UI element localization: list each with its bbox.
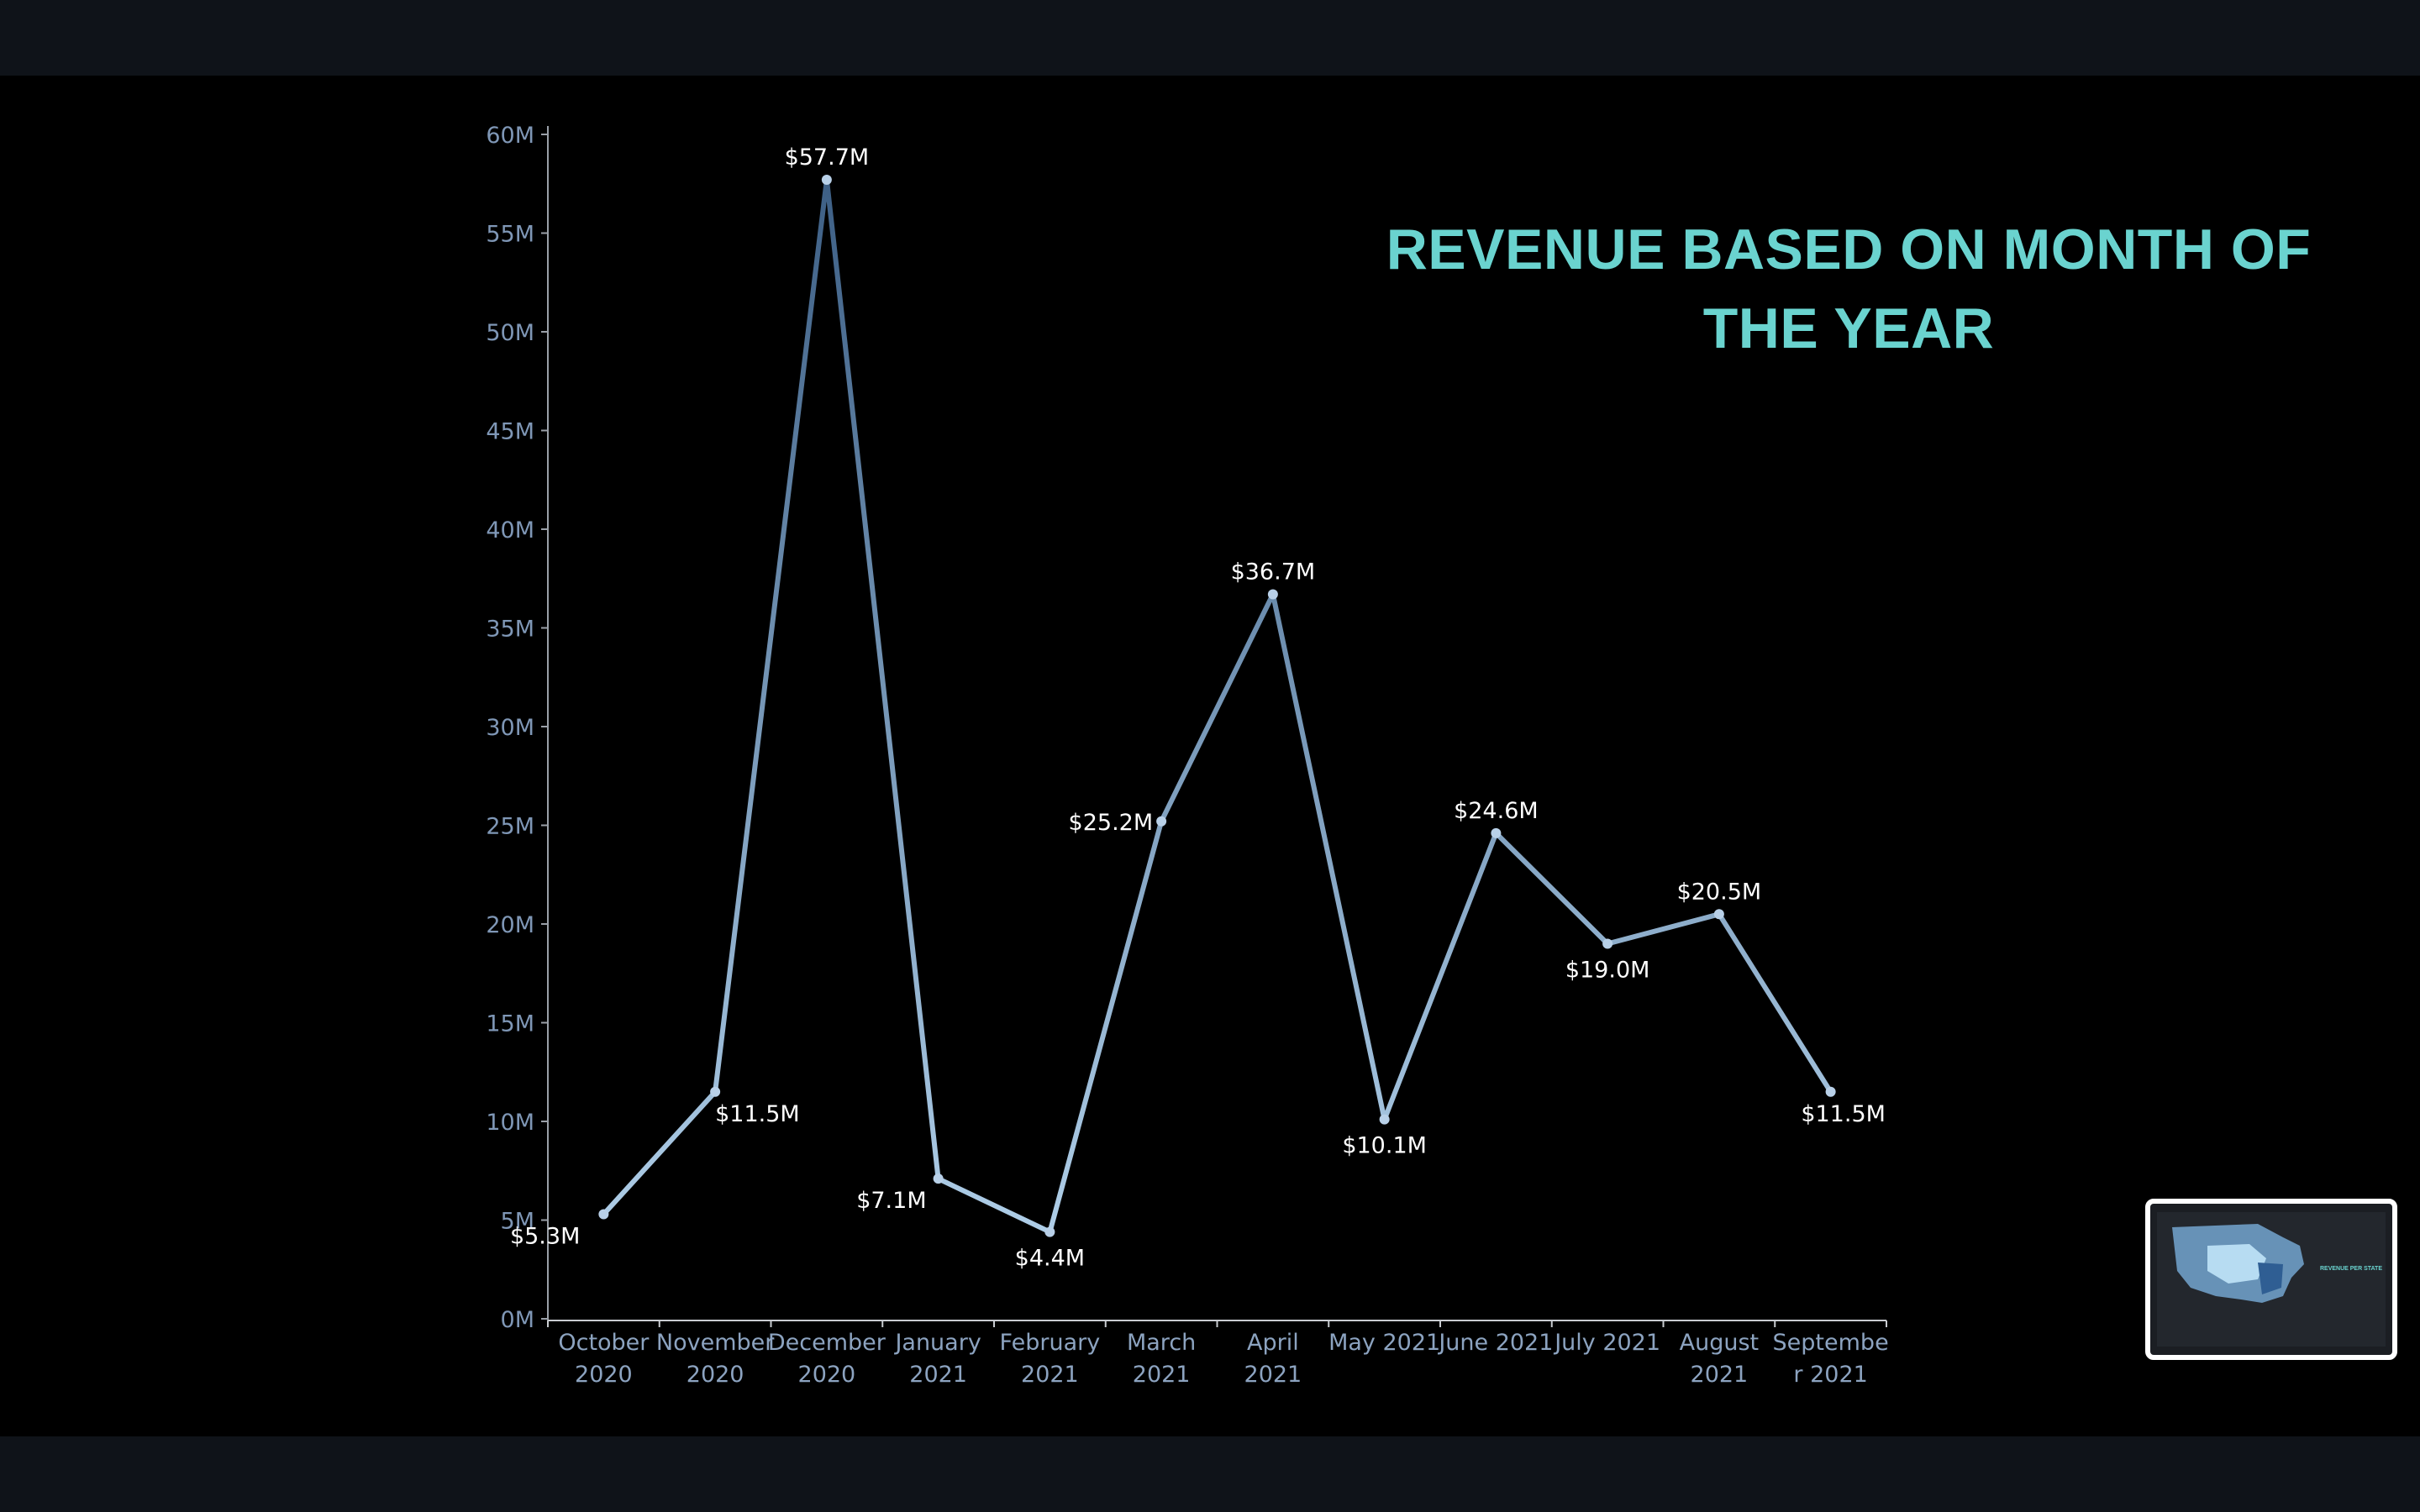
y-tick-label: 35M [486,617,534,643]
data-point [1825,1086,1836,1097]
y-tick-label: 5M [501,1209,534,1235]
y-tick-label: 40M [486,517,534,543]
y-tick-label: 15M [486,1011,534,1037]
x-tick-label: 2020 [798,1362,856,1388]
x-tick-label: 2021 [1021,1362,1079,1388]
data-label: $57.7M [785,144,870,171]
x-tick-label: 2021 [1691,1362,1749,1388]
x-tick-label: r 2021 [1793,1362,1867,1388]
y-tick-label: 25M [486,814,534,840]
data-label: $4.4M [1015,1246,1085,1272]
data-point [598,1209,609,1220]
data-label: $25.2M [1069,810,1154,836]
data-label: $19.0M [1565,958,1650,984]
y-tick-label: 60M [486,123,534,149]
revenue-per-state-thumbnail[interactable]: REVENUE PER STATE [2145,1199,2397,1360]
data-points [598,175,1836,1237]
data-point [710,1086,721,1097]
y-tick-label: 45M [486,419,534,445]
data-point [1379,1114,1390,1125]
data-point [933,1173,944,1184]
x-tick-label: Septembe [1773,1330,1889,1356]
x-tick-label: 2021 [909,1362,967,1388]
data-label: $24.6M [1454,798,1539,824]
x-tick-label: 2021 [1244,1362,1302,1388]
data-label: $20.5M [1677,879,1762,905]
x-tick-label: 2021 [1133,1362,1191,1388]
dashboard-canvas [0,76,2420,1436]
bottom-bar [0,1436,2420,1512]
us-map-icon [2172,1224,2304,1303]
top-bar [0,0,2420,76]
chart-title: REVENUE BASED ON MONTH OF THE YEAR [1386,218,2312,360]
x-tick-label: 2020 [687,1362,744,1388]
data-label: $10.1M [1342,1133,1427,1159]
data-label: $11.5M [1801,1101,1886,1127]
x-tick-label: December [768,1330,886,1356]
data-labels: $5.3M $11.5M $57.7M $7.1M $4.4M $25.2M $36.7M $… [510,144,1886,1272]
y-tick-label: 50M [486,320,534,346]
y-tick-label: 55M [486,222,534,248]
y-tick-label: 30M [486,715,534,741]
data-label: $11.5M [715,1101,800,1127]
y-tick-label: 0M [501,1307,534,1333]
data-point [1267,589,1278,600]
data-point [1156,816,1167,827]
x-tick-label: July 2021 [1553,1330,1660,1356]
y-axis-ticks: 0M 5M 10M 15M 20M 25M 30M 35M 40M 45M 50M 55M 60M [486,123,548,1333]
thumbnail-label: REVENUE PER STATE [2319,1266,2382,1272]
data-point [1713,909,1724,920]
data-label: $7.1M [856,1188,926,1214]
data-point [821,175,832,186]
x-tick-label: January [893,1330,981,1356]
x-tick-label: October [558,1330,650,1356]
x-tick-label: November [656,1330,775,1356]
data-point [1044,1226,1055,1237]
thumbnail-preview [2157,1212,2386,1347]
x-tick-label: 2020 [575,1362,633,1388]
data-point [1602,938,1613,949]
revenue-line-chart: 0M 5M 10M 15M 20M 25M 30M 35M 40M 45M 50M 55M 60M Oc… [486,123,1889,1388]
data-label: $36.7M [1231,559,1316,585]
x-tick-label: June 2021 [1437,1330,1553,1356]
x-axis-ticks: October 2020 November 2020 December 2020 Janua… [547,1320,1889,1388]
revenue-series-line [601,177,1833,1235]
x-tick-label: August [1680,1330,1760,1356]
data-point [1491,827,1502,838]
x-tick-label: May 2021 [1328,1330,1440,1356]
x-tick-label: February [1000,1330,1101,1356]
x-tick-label: March [1127,1330,1196,1356]
y-tick-label: 10M [486,1110,534,1136]
x-tick-label: April [1247,1330,1299,1356]
y-tick-label: 20M [486,912,534,938]
data-label: $5.3M [510,1223,580,1249]
